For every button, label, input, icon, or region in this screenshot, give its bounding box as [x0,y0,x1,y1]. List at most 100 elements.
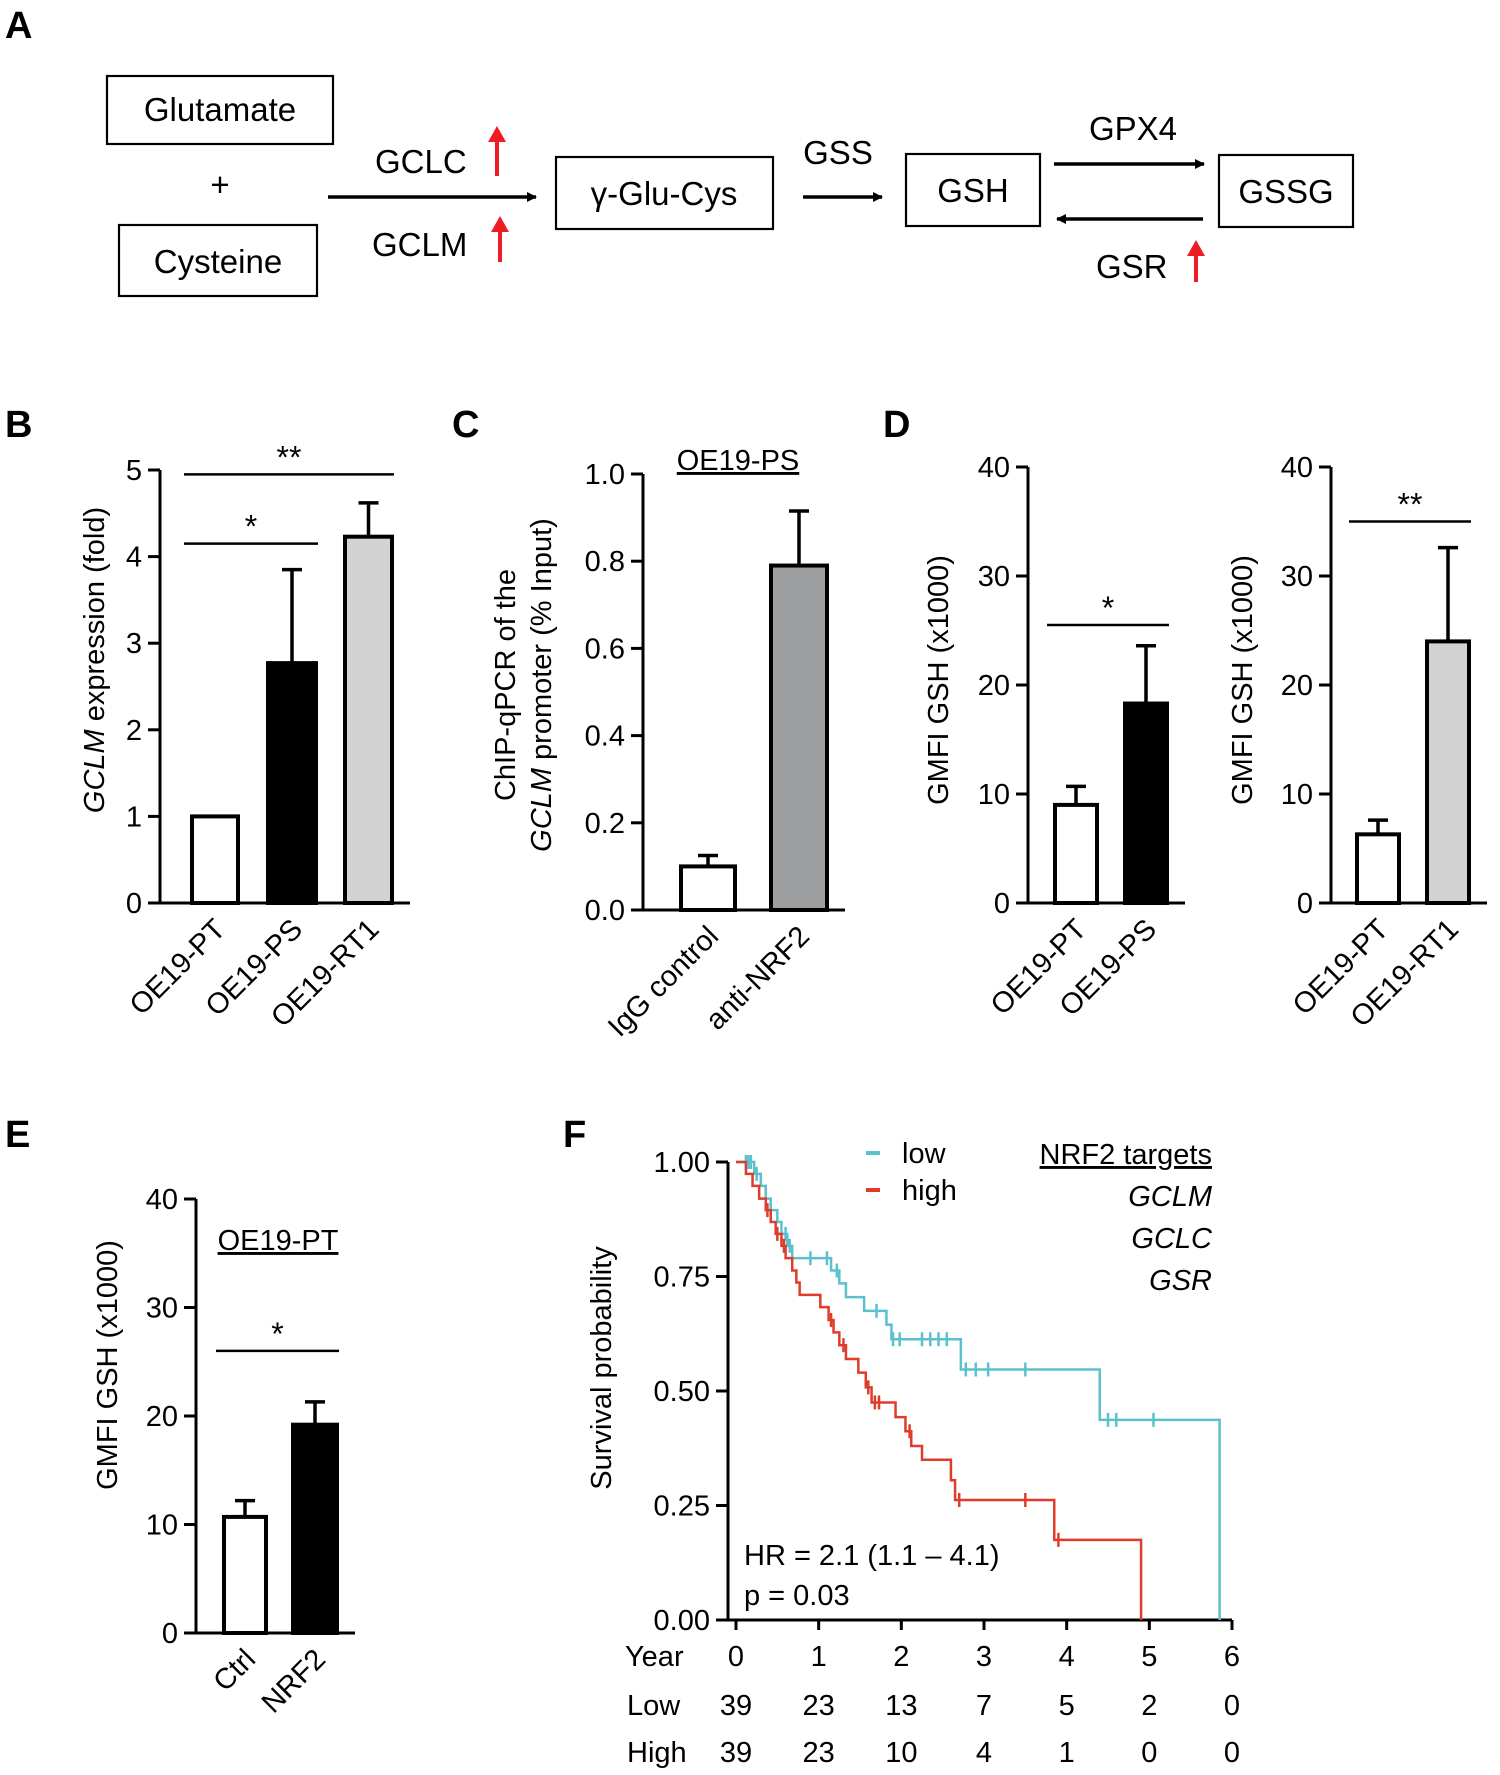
risk-table-header: Year [625,1641,684,1673]
gsr-label: GSR [1096,248,1168,285]
chart-e-ytick-label: 30 [146,1293,178,1325]
risk-table-count: 23 [803,1690,835,1722]
risk-table-count: 0 [1224,1690,1240,1722]
risk-table-year: 0 [728,1641,744,1673]
chart-f-legend: low high [866,1138,957,1207]
chart-f-ytick-label: 1.00 [654,1147,710,1179]
panel-label-d: D [883,404,910,446]
gclc-label: GCLC [375,143,467,180]
chart-b-ytick-label: 5 [126,455,142,487]
glutamate-box [105,74,335,146]
risk-table-count: 2 [1141,1690,1157,1722]
risk-table-count: 0 [1141,1737,1157,1769]
chart-f-gene-gclc: GCLC [1131,1223,1213,1255]
gamma-glu-cys-label: γ-Glu-Cys [591,175,738,212]
risk-table-count: 5 [1059,1690,1075,1722]
risk-table-row-label: Low [627,1690,681,1722]
chart-e-ylabel: GMFI GSH (x1000) [92,1240,124,1490]
chart-c-ytick-label: 0.2 [585,808,625,840]
gsh-box [904,152,1042,228]
chart-d1-ytick-label: 30 [978,561,1010,593]
chart-e-bar-0 [222,1514,268,1636]
chart-b-bar-2 [343,534,394,905]
chart-f-ytick-label: 0.50 [654,1376,710,1408]
chart-e-ytick-label: 10 [146,1510,178,1542]
chart-b-significance-label: ** [277,439,302,475]
gclc-up-arrow-icon [488,126,506,176]
chart-c-ytick-label: 0.0 [585,895,625,927]
risk-table-row-label: High [627,1737,687,1769]
panel-label-e: E [5,1114,30,1156]
chart-c-ylabel-line1: ChIP-qPCR of the [490,569,522,801]
chart-c-chip-qpcr: ChIP-qPCR of the GCLM promoter (% Input)… [490,445,845,1043]
chart-b-ytick-label: 0 [126,888,142,920]
panel-label-c: C [452,404,479,446]
gsh-label: GSH [937,172,1009,209]
chart-c-ylabel-line2: GCLM promoter (% Input) [526,518,558,852]
chart-e-gsh-nrf2: GMFI GSH (x1000) OE19-PT 0 10 20 30 40 CtrlNR… [92,1184,355,1720]
risk-table-count: 13 [885,1690,917,1722]
chart-b-ytick-label: 1 [126,801,142,833]
chart-e-category-label: Ctrl [207,1643,262,1698]
chart-d1-bar-0 [1053,802,1099,906]
chart-e-bar-1 [291,1422,339,1636]
risk-table-count: 23 [803,1737,835,1769]
risk-table-count: 39 [720,1737,752,1769]
gssg-box [1217,153,1355,229]
risk-table-year: 3 [976,1641,992,1673]
chart-f-survival: Survival probability 0.00 0.25 0.50 0.75 1.0… [586,1138,1240,1769]
chart-d1-bar-1 [1123,701,1169,906]
chart-d1-ylabel: GMFI GSH (x1000) [923,555,955,805]
risk-table-year: 4 [1059,1641,1075,1673]
chart-d2-significance-label: ** [1398,487,1423,523]
chart-e-title: OE19-PT [218,1225,339,1257]
gclm-label: GCLM [372,226,467,263]
gss-label: GSS [803,134,873,171]
panel-label-f: F [563,1114,586,1156]
cysteine-box [117,223,319,298]
chart-c-bar-0 [679,864,737,913]
chart-c-ytick-label: 0.8 [585,546,625,578]
chart-d2-ytick-label: 20 [1281,670,1313,702]
chart-f-gene-gsr: GSR [1149,1265,1212,1297]
pathway-diagram: A Glutamate + Cysteine GCLC GCLM γ-Glu-C… [5,5,1355,298]
chart-b-ytick-label: 4 [126,542,142,574]
chart-b-ytick-label: 2 [126,715,142,747]
chart-f-ylabel: Survival probability [586,1246,618,1490]
chart-d1-ytick-label: 40 [978,452,1010,484]
chart-d2-ytick-label: 30 [1281,561,1313,593]
chart-d2-bar-0 [1355,832,1401,906]
legend-high-label: high [902,1175,957,1207]
chart-f-plot: 0.00 0.25 0.50 0.75 1.00 [654,1147,1234,1637]
chart-d2-ytick-label: 40 [1281,452,1313,484]
chart-f-ytick-label: 0.00 [654,1605,710,1637]
gpx4-label: GPX4 [1089,110,1177,147]
gclm-up-arrow-icon [491,216,509,262]
chart-b-bar-0 [190,814,240,906]
gamma-glu-cys-box [554,155,775,231]
km-curve-low [736,1160,1221,1620]
chart-d1-ytick-label: 0 [994,888,1010,920]
chart-f-pvalue: p = 0.03 [744,1580,850,1612]
chart-e-ytick-label: 0 [162,1618,178,1650]
risk-table-count: 4 [976,1737,992,1769]
chart-b-gclm-expression: GCLM expression (fold) 012345OE19-PTOE19… [79,439,410,1034]
chart-f-ytick-label: 0.75 [654,1262,710,1294]
chart-d2-ylabel: GMFI GSH (x1000) [1227,555,1259,805]
chart-f-gene-gclm: GCLM [1128,1181,1213,1213]
panel-label-b: B [5,404,32,446]
cysteine-label: Cysteine [154,243,282,280]
risk-table-count: 39 [720,1690,752,1722]
chart-e-significance-label: * [271,1316,283,1352]
chart-e-ytick-label: 20 [146,1401,178,1433]
chart-d2-ytick-label: 10 [1281,779,1313,811]
chart-d1-gsh-ps: GMFI GSH (x1000) 010203040OE19-PTOE19-PS… [923,452,1185,1023]
chart-d1-ytick-label: 20 [978,670,1010,702]
panel-label-a: A [5,5,32,47]
chart-e-ytick-label: 40 [146,1184,178,1216]
chart-b-bar-1 [266,661,318,905]
